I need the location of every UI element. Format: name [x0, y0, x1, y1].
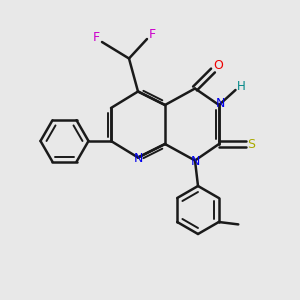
Text: F: F [149, 28, 156, 41]
Text: S: S [248, 137, 255, 151]
Text: F: F [93, 31, 100, 44]
Text: N: N [133, 152, 143, 166]
Text: O: O [214, 59, 223, 73]
Text: H: H [237, 80, 246, 94]
Text: N: N [190, 155, 200, 169]
Text: N: N [216, 97, 225, 110]
